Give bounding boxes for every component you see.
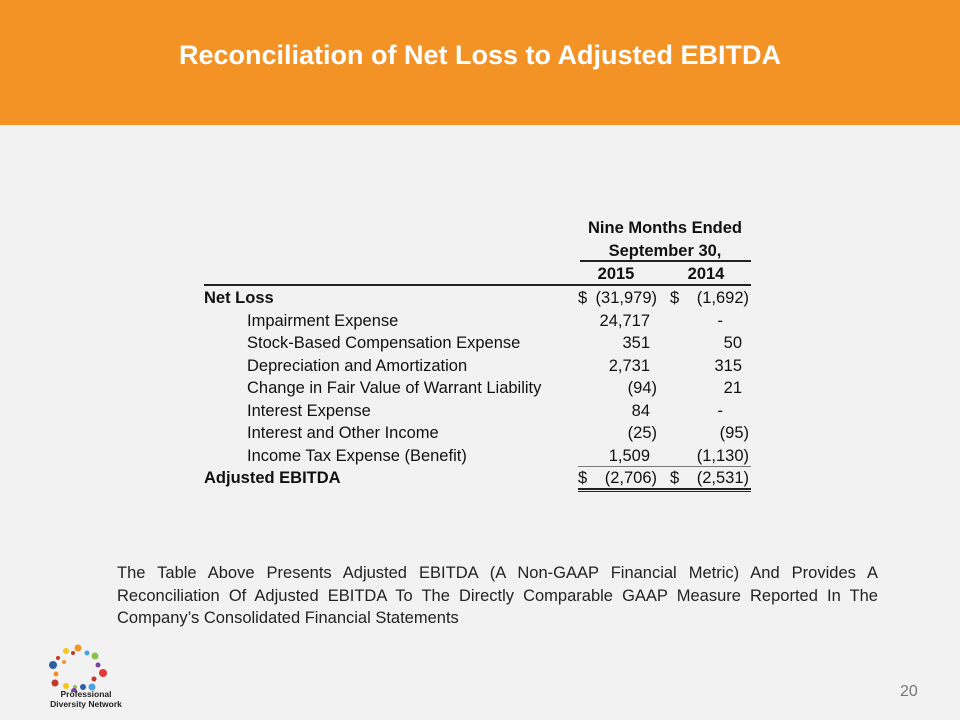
value-2015: 24,717 (599, 311, 650, 330)
footnote-paragraph: The Table Above Presents Adjusted EBITDA… (117, 564, 878, 627)
value-2014: 50 (723, 334, 742, 352)
pdn-logo-icon (49, 644, 107, 692)
column-header-2015: 2015 (597, 265, 635, 283)
column-header-2014: 2014 (687, 265, 725, 283)
value-2014: 315 (714, 356, 742, 375)
header-rule (580, 260, 751, 262)
value-2015: (94) (627, 379, 657, 397)
row-label: Stock-Based Compensation Expense (247, 334, 521, 352)
value-2014: (1,692) (696, 289, 749, 307)
value-2014: - (717, 311, 724, 330)
dollar-sign-2015: $ (578, 469, 588, 487)
pdn-logo-text: Professional Diversity Network (48, 689, 124, 709)
page-number: 20 (900, 683, 918, 700)
dollar-sign-2015: $ (578, 289, 588, 307)
value-2014: 21 (723, 379, 742, 397)
subtotal-rule (578, 466, 751, 467)
logo-line1: Professional (60, 689, 112, 699)
value-2014: (1,130) (696, 446, 749, 465)
row-label: Income Tax Expense (Benefit) (247, 446, 467, 465)
row-label: Interest and Other Income (247, 424, 439, 442)
period-header-line1: Nine Months Ended (588, 219, 742, 237)
slide-title: Reconciliation of Net Loss to Adjusted E… (178, 40, 782, 70)
dollar-sign-2014: $ (670, 289, 680, 307)
value-2015: (25) (627, 424, 657, 442)
row-label: Impairment Expense (247, 311, 399, 330)
row-label: Change in Fair Value of Warrant Liabilit… (247, 379, 542, 397)
double-rule-top (578, 488, 751, 490)
title-band (0, 0, 960, 125)
dollar-sign-2014: $ (670, 469, 680, 487)
row-label: Depreciation and Amortization (247, 356, 468, 375)
row-label: Adjusted EBITDA (204, 469, 341, 487)
value-2014: - (717, 401, 724, 420)
logo-line2: Diversity Network (50, 699, 122, 709)
value-2015: 351 (622, 334, 650, 352)
value-2015: 2,731 (608, 356, 650, 375)
value-2015: 84 (631, 401, 650, 420)
value-2014: (2,531) (696, 469, 749, 487)
value-2014: (95) (719, 424, 749, 442)
period-header-line2: September 30, (608, 242, 722, 260)
value-2015: (31,979) (595, 289, 657, 307)
value-2015: 1,509 (608, 446, 650, 465)
value-2015: (2,706) (604, 469, 657, 487)
double-rule-bottom (578, 491, 751, 492)
row-label: Interest Expense (247, 401, 371, 420)
row-label: Net Loss (204, 289, 274, 307)
column-header-rule (204, 284, 751, 286)
